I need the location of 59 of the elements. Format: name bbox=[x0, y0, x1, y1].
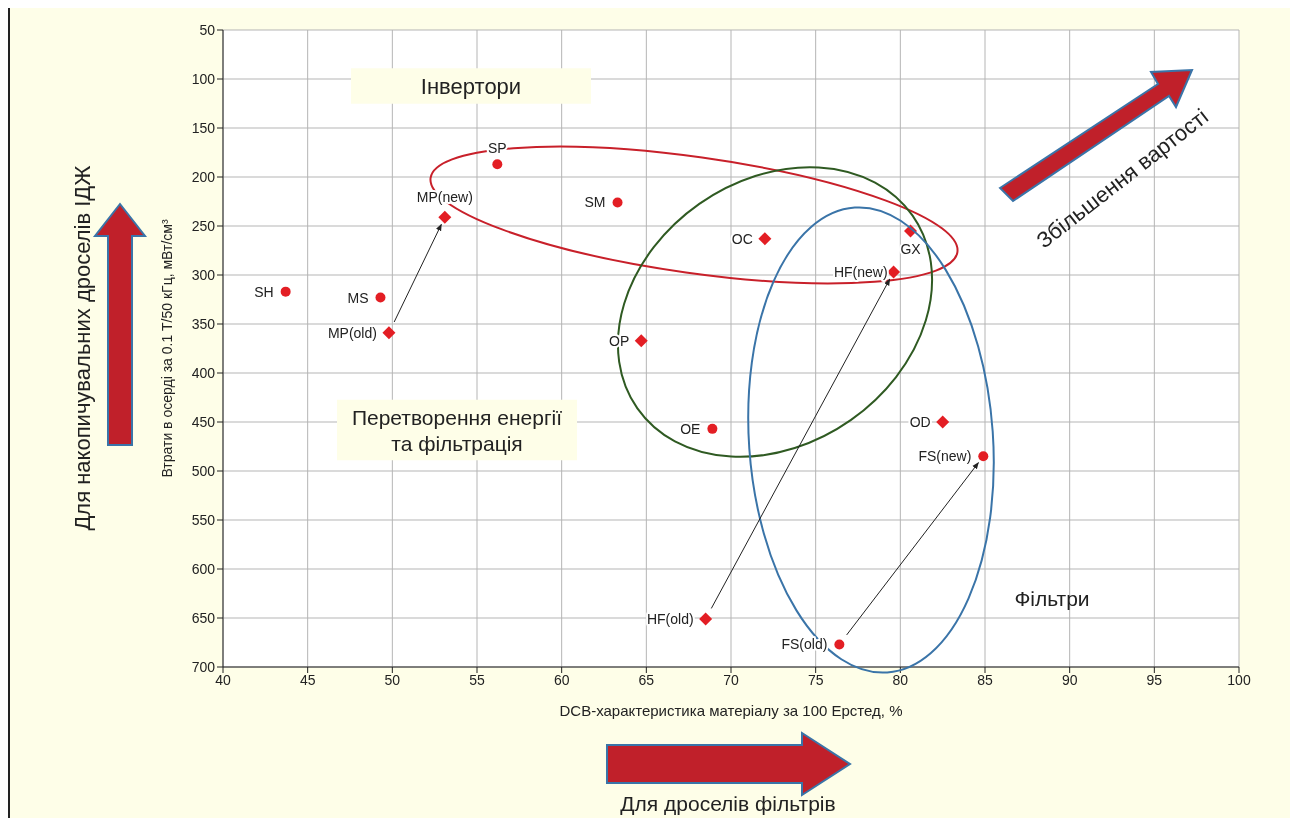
annotation: Перетворення енергії та фільтрація bbox=[351, 405, 563, 455]
y-tick-label: 550 bbox=[191, 511, 216, 528]
y-tick-label: 150 bbox=[191, 119, 216, 136]
annotation: OD bbox=[909, 414, 931, 430]
annotation: FS(new) bbox=[918, 448, 972, 465]
annotation: SH bbox=[254, 283, 274, 300]
text: Для дроселів фільтрів bbox=[620, 791, 836, 815]
annotation: GX bbox=[900, 240, 922, 257]
x-tick-label: 95 bbox=[1146, 671, 1163, 688]
annotation: HF(new) bbox=[833, 264, 888, 281]
annotation: MS bbox=[347, 289, 369, 306]
x-tick-label: 55 bbox=[469, 671, 485, 688]
point bbox=[280, 286, 291, 297]
x-tick-label: 65 bbox=[638, 671, 655, 688]
y-tick-label: 450 bbox=[191, 413, 216, 430]
x-tick-label: 60 bbox=[553, 671, 570, 688]
text: Для накопичувальних дроселів ІДЖ bbox=[69, 164, 95, 531]
x-tick-label: 85 bbox=[977, 671, 993, 688]
annotation: Фільтри bbox=[1014, 586, 1090, 610]
y-tick-label: 300 bbox=[191, 266, 216, 283]
point bbox=[492, 159, 503, 170]
point bbox=[978, 451, 989, 462]
x-tick-label: 70 bbox=[723, 671, 739, 688]
annotation: OC bbox=[731, 230, 753, 247]
point bbox=[887, 265, 901, 279]
x-tick-label: 40 bbox=[215, 671, 231, 688]
point bbox=[612, 197, 623, 208]
x-tick-label: 50 bbox=[384, 671, 401, 688]
x-tick-label: 100 bbox=[1227, 671, 1251, 688]
point bbox=[707, 423, 718, 434]
annotation: HF(old) bbox=[646, 610, 694, 627]
x-tick-label: 45 bbox=[299, 671, 316, 688]
x-tick-label: 75 bbox=[807, 671, 824, 688]
x-axis-title: DCB-характеристика матеріалу за 100 Ерстед, % bbox=[559, 702, 903, 719]
point bbox=[936, 415, 950, 429]
y-tick-label: 600 bbox=[191, 560, 216, 577]
y-tick-label: 200 bbox=[191, 168, 216, 185]
point bbox=[382, 326, 396, 340]
y-tick-label: 100 bbox=[191, 70, 216, 87]
point bbox=[634, 334, 648, 348]
y-axis-title: Втрати в осерді за 0.1 Т/50 кГц, мВт/см³ bbox=[159, 219, 175, 478]
y-tick-label: 700 bbox=[191, 658, 216, 675]
y-tick-label: 250 bbox=[191, 217, 216, 234]
x-tick-label: 80 bbox=[892, 671, 909, 688]
annotation: MP(old) bbox=[327, 324, 377, 341]
y-tick-label: 400 bbox=[191, 364, 216, 381]
point bbox=[699, 612, 713, 626]
y-tick-label: 350 bbox=[191, 315, 216, 332]
point bbox=[758, 232, 772, 246]
y-tick-label: 650 bbox=[191, 609, 216, 626]
point bbox=[834, 639, 845, 650]
point bbox=[438, 210, 452, 224]
annotation: Інвертори bbox=[420, 73, 522, 99]
x-tick-label: 90 bbox=[1061, 671, 1078, 688]
point bbox=[375, 292, 386, 303]
annotation: OE bbox=[680, 420, 701, 437]
y-tick-label: 50 bbox=[199, 21, 216, 38]
y-tick-label: 500 bbox=[191, 462, 216, 479]
annotation: SM bbox=[584, 194, 606, 211]
